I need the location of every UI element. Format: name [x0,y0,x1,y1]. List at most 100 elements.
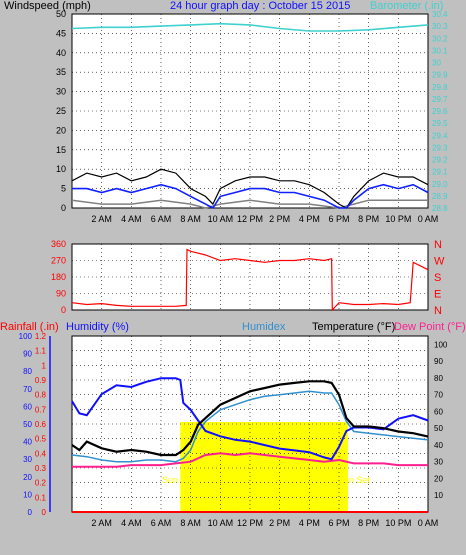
humidity-axis-label: Humidity (%) [66,321,129,333]
rain-y-tick-label: 0.8 [35,391,47,400]
wind-y-tick-label: 5 [61,184,66,194]
compass-label: E [434,289,441,301]
x-tick-label: 4 PM [299,214,320,224]
x-tick-label: 6 AM [151,518,172,528]
x-tick-label: 8 AM [180,518,201,528]
direction-y-tick-label: 270 [51,256,66,266]
windspeed-axis-label: Windspeed (mph) [4,0,91,12]
temp-y-tick-label: 70 [434,391,443,400]
rain-y-tick-label: 0.2 [35,479,47,488]
temp-y-tick-label: 30 [434,458,443,467]
x-tick-label: 10 AM [208,214,234,224]
humidity-y-tick-label: 100 [19,332,33,341]
temp-y-tick-label: 100 [434,340,448,349]
wind-y-tick-label: 15 [56,145,66,155]
temperature-axis-label: Temperature (°F) [312,321,395,333]
wind-y-tick-label: 45 [56,28,66,38]
wind-y-tick-label: 20 [56,125,66,135]
baro-y-tick-label: 30.1 [432,46,448,55]
wind-y-tick-label: 30 [56,87,66,97]
compass-label: S [434,272,441,284]
humidity-y-tick-label: 20 [23,473,32,482]
compass-label: N [434,305,442,317]
baro-y-tick-label: 28.8 [432,204,448,213]
wind-chart: 0 5 10 15 20 25 30 35 40 45 50 28.8 28.9 29.0 29.1 29.2… [56,9,448,224]
baro-y-tick-label: 29.5 [432,119,448,128]
dewpoint-line [72,452,428,468]
temperature-line [71,380,429,457]
humidity-y-tick-label: 50 [23,420,32,429]
temp-y-tick-label: 10 [434,491,443,500]
baro-y-tick-label: 29.7 [432,95,448,104]
baro-y-tick-label: 29.0 [432,180,448,189]
temp-y-tick-label: 80 [434,374,443,383]
x-tick-label: 12 PM [237,214,263,224]
x-tick-label: 8 AM [180,214,201,224]
x-tick-label: 4 PM [299,518,320,528]
x-tick-label: 2 AM [91,214,112,224]
baro-y-tick-label: 29.4 [432,131,448,140]
wind-y-tick-label: 0 [61,203,66,213]
wind-y-tick-label: 50 [56,9,66,19]
rain-y-tick-label: 0.4 [35,449,47,458]
baro-y-tick-label: 29.8 [432,83,448,92]
humidity-y-tick-label: 90 [23,350,32,359]
rain-y-tick-label: 0.1 [35,493,47,502]
baro-y-tick-label: 30.4 [432,10,448,19]
x-tick-label: 0 AM [418,518,439,528]
dewpoint-axis-label: Dew Point (°F) [394,321,466,333]
rain-y-tick-label: 0.5 [35,435,47,444]
baro-y-tick-label: 30 [432,59,441,68]
wind-min-line [71,199,428,209]
x-tick-label: 2 AM [91,518,112,528]
rainfall-axis-label: Rainfall (.in) [0,321,59,333]
x-tick-label: 6 PM [328,214,349,224]
compass-label: N [434,239,442,251]
x-tick-label: 12 PM [237,518,263,528]
direction-y-tick-label: 180 [51,272,66,282]
baro-y-tick-label: 29.2 [432,156,448,165]
direction-y-tick-label: 360 [51,239,66,249]
rain-y-tick-label: 0.9 [35,376,47,385]
x-tick-label: 4 AM [121,518,142,528]
wind-avg-line [72,183,429,210]
rain-y-tick-label: 0.3 [35,464,47,473]
x-tick-label: 2 PM [269,518,290,528]
wind-gust-line [71,168,429,209]
x-tick-label: 2 PM [269,214,290,224]
rain-y-tick-label: 0 [42,508,47,517]
wind-direction-line [71,248,429,312]
humidex-line [71,390,429,463]
wind-y-tick-label: 25 [56,106,66,116]
sunset-label: Sun Set [338,475,371,485]
temp-y-tick-label: 20 [434,474,443,483]
temp-y-tick-label: 90 [434,357,443,366]
x-tick-label: 8 PM [358,214,379,224]
wind-y-tick-label: 35 [56,67,66,77]
graph-day-title: 24 hour graph day : October 15 2015 [170,0,350,12]
baro-y-tick-label: 30.2 [432,34,448,43]
x-tick-label: 6 AM [151,214,172,224]
humidity-y-tick-label: 40 [23,438,32,447]
x-tick-label: 8 PM [358,518,379,528]
sunrise-label: Sun Rise [162,475,199,485]
direction-y-tick-label: 0 [61,305,66,315]
wind-y-tick-label: 10 [56,164,66,174]
baro-y-tick-label: 30.3 [432,22,448,31]
baro-y-tick-label: 29.1 [432,168,448,177]
x-tick-label: 6 PM [328,518,349,528]
temperature-chart: 00.10.20.30.40.50.60.70.80.911.11.201020… [19,332,448,528]
humidity-y-tick-label: 80 [23,367,32,376]
baro-y-tick-label: 28.9 [432,192,448,201]
wind-y-tick-label: 40 [56,48,66,58]
direction-y-tick-label: 90 [56,289,66,299]
x-tick-label: 10 PM [385,518,411,528]
humidity-y-tick-label: 70 [23,385,32,394]
humidex-axis-label: Humidex [242,321,286,333]
x-tick-label: 4 AM [121,214,142,224]
baro-y-tick-label: 29.9 [432,71,448,80]
x-tick-label: 0 AM [418,214,439,224]
humidity-y-tick-label: 60 [23,402,32,411]
